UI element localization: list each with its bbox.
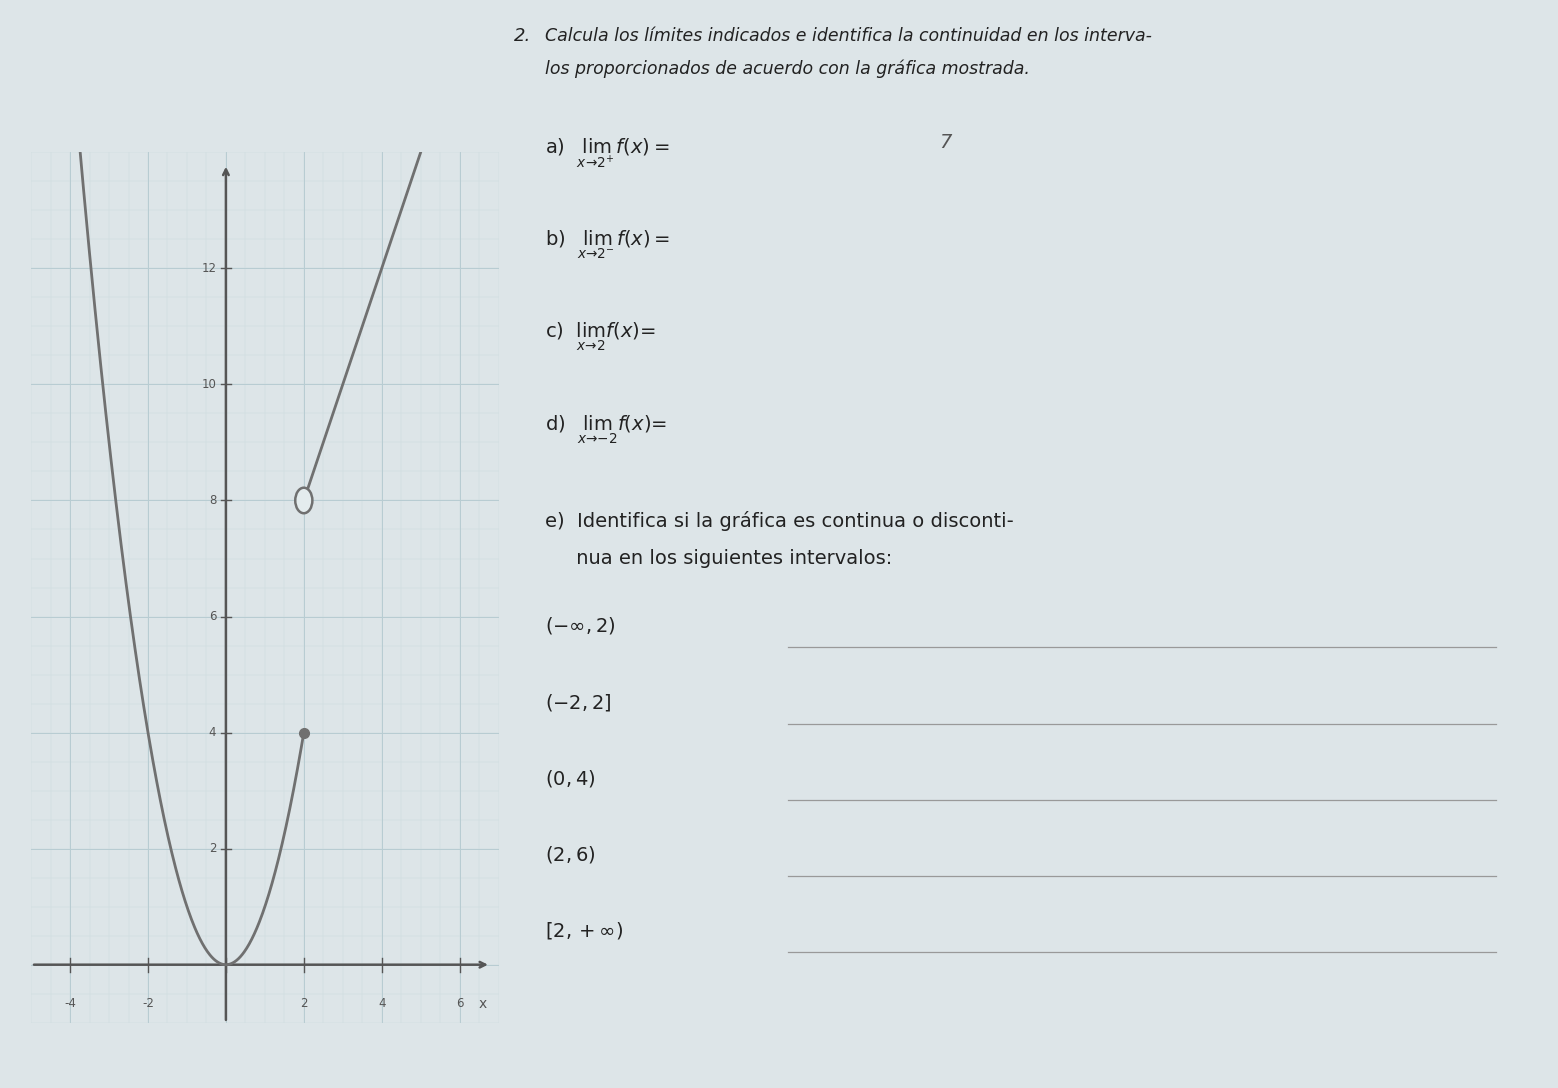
- Text: 8: 8: [209, 494, 217, 507]
- Text: 12: 12: [201, 262, 217, 275]
- Text: c)  $\lim_{x \to 2} f(x) =$: c) $\lim_{x \to 2} f(x) =$: [544, 321, 654, 354]
- Text: 4: 4: [379, 997, 385, 1010]
- Text: $[2, +\infty)$: $[2, +\infty)$: [544, 920, 623, 941]
- Text: 4: 4: [209, 726, 217, 739]
- Text: nua en los siguientes intervalos:: nua en los siguientes intervalos:: [544, 549, 891, 568]
- Text: -4: -4: [64, 997, 76, 1010]
- Text: 10: 10: [201, 378, 217, 391]
- Text: $(-\infty, 2)$: $(-\infty, 2)$: [544, 616, 615, 636]
- Text: Calcula los límites indicados e identifica la continuidad en los interva-: Calcula los límites indicados e identifi…: [544, 27, 1151, 46]
- Text: $(-2, 2]$: $(-2, 2]$: [544, 692, 611, 713]
- Text: 2: 2: [301, 997, 307, 1010]
- Text: los proporcionados de acuerdo con la gráfica mostrada.: los proporcionados de acuerdo con la grá…: [544, 60, 1030, 78]
- Text: 6: 6: [456, 997, 463, 1010]
- Text: 6: 6: [209, 610, 217, 623]
- Text: d)  $\lim_{x \to -2} f(x) =$: d) $\lim_{x \to -2} f(x) =$: [544, 413, 667, 446]
- Text: 2.: 2.: [514, 27, 531, 46]
- Text: b)  $\lim_{x \to 2^-} f(x) =$: b) $\lim_{x \to 2^-} f(x) =$: [544, 228, 670, 261]
- Text: $(2, 6)$: $(2, 6)$: [544, 844, 595, 865]
- Text: $(0, 4)$: $(0, 4)$: [544, 768, 595, 789]
- Circle shape: [294, 487, 312, 514]
- Text: e)  Identifica si la gráfica es continua o disconti-: e) Identifica si la gráfica es continua …: [544, 511, 1013, 531]
- Text: 2: 2: [209, 842, 217, 855]
- Text: 7: 7: [939, 133, 952, 151]
- Text: a)  $\lim_{x \to 2^+} f(x) =$: a) $\lim_{x \to 2^+} f(x) =$: [544, 136, 670, 170]
- Text: x: x: [478, 997, 488, 1011]
- Text: -2: -2: [142, 997, 154, 1010]
